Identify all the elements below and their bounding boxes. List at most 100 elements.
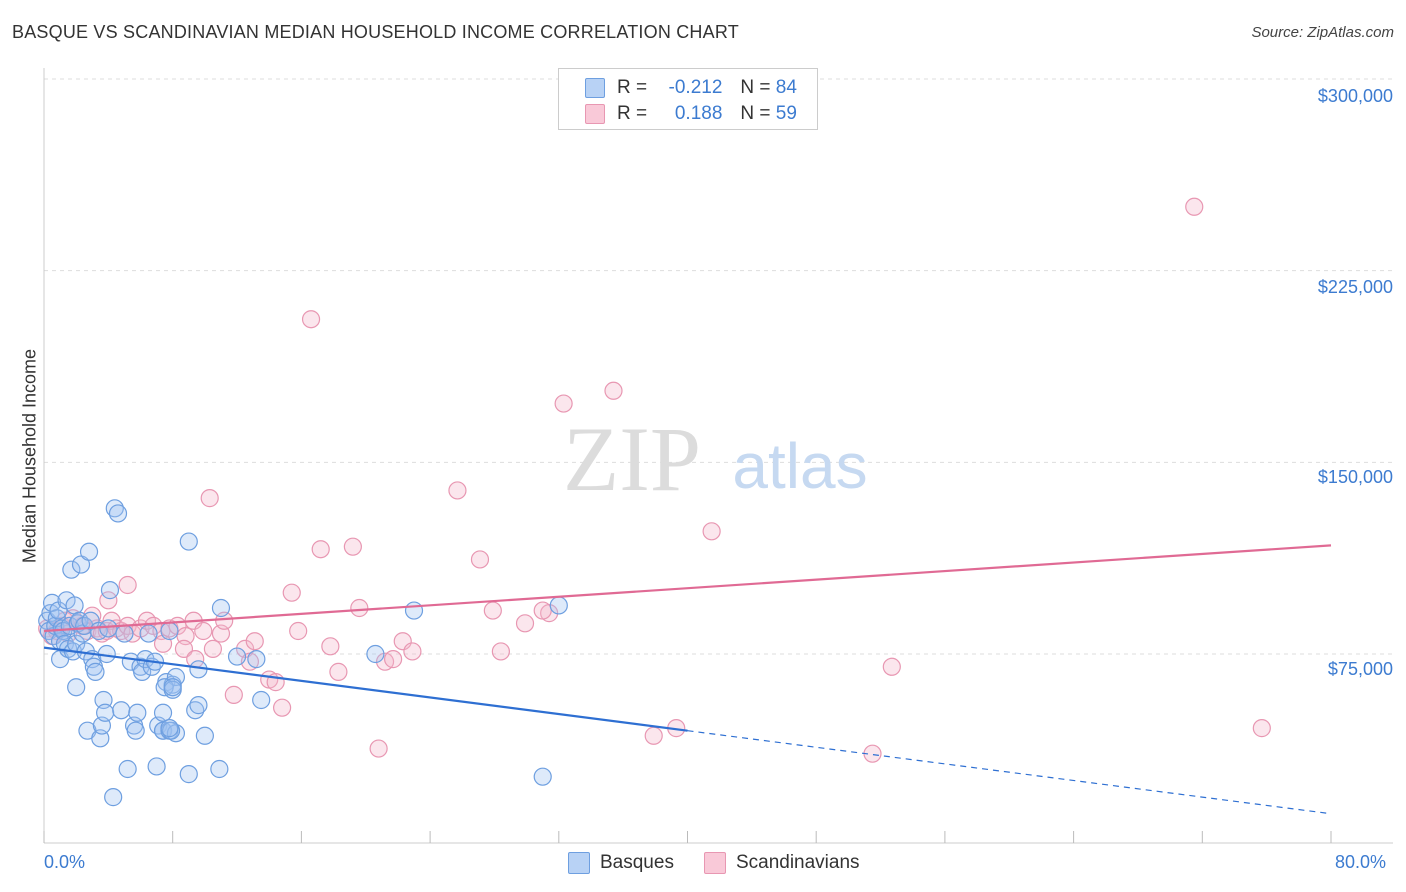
- x-tick-label-min: 0.0%: [44, 852, 86, 872]
- n-value: 84: [775, 77, 797, 98]
- basques-point: [366, 644, 385, 664]
- basques-point: [128, 703, 147, 722]
- scandinavians-point: [533, 601, 552, 620]
- y-tick-label-300000: $300,000: [1317, 86, 1393, 106]
- basques-point: [252, 690, 271, 710]
- basques-swatch: [568, 852, 590, 874]
- scandinavians-point: [224, 685, 243, 704]
- r-label: R =: [617, 77, 648, 98]
- basques-point: [79, 542, 99, 561]
- scandinavians-point: [194, 621, 213, 641]
- basques-trend-line: [43, 646, 688, 732]
- basques-point: [62, 560, 81, 579]
- basques-point: [227, 647, 247, 666]
- legend-label-scandinavians: Scandinavians: [735, 852, 860, 873]
- legend-label-basques: Basques: [600, 852, 674, 873]
- basques-point: [115, 624, 134, 643]
- source-label: Source: ZipAtlas.com: [1251, 24, 1394, 41]
- x-tick-label-max: 80.0%: [1335, 852, 1387, 872]
- scandinavians-point: [245, 632, 264, 651]
- basques-point: [247, 650, 266, 669]
- r-value: -0.212: [668, 77, 723, 98]
- n-label: N =: [740, 77, 771, 98]
- r-label: R =: [617, 103, 648, 124]
- scandinavians-point: [118, 575, 137, 595]
- scandinavians-point: [1185, 197, 1204, 216]
- scandinavians-swatch: [703, 852, 726, 874]
- basques-point: [100, 581, 120, 600]
- basques-point: [533, 767, 552, 786]
- scandinavians-point: [329, 662, 348, 681]
- y-tick-label-75000: $75,000: [1327, 659, 1393, 679]
- scandinavians-points: [38, 197, 1271, 763]
- scandinavians-point: [470, 550, 490, 569]
- basques-point: [186, 701, 205, 720]
- basques-point: [211, 598, 231, 618]
- correlation-legend: R = -0.212 N = 84 R = 0.188 N = 59: [558, 68, 818, 130]
- basques-point: [99, 619, 118, 638]
- legend-item-basques[interactable]: Basques: [568, 852, 674, 874]
- basques-point: [65, 596, 84, 615]
- scandinavians-point: [491, 642, 510, 661]
- legend-row-basques: R = -0.212 N = 84: [585, 75, 797, 101]
- basques-point: [163, 678, 182, 697]
- basques-point: [549, 596, 568, 615]
- watermark-atlas: atlas: [732, 430, 867, 502]
- scandinavians-point: [200, 489, 219, 508]
- scandinavians-point: [882, 657, 901, 676]
- basques-point: [147, 757, 166, 776]
- basques-swatch: [585, 78, 605, 98]
- r-value: 0.188: [674, 103, 723, 124]
- scandinavians-point: [350, 598, 369, 618]
- scandinavians-point: [644, 726, 663, 745]
- basques-points: [38, 499, 568, 807]
- basques-point: [179, 765, 198, 784]
- scandinavians-point: [272, 698, 292, 717]
- basques-point: [112, 701, 131, 720]
- legend-item-scandinavians[interactable]: Scandinavians: [703, 852, 860, 874]
- basques-point: [189, 696, 208, 715]
- axes: [43, 68, 1393, 844]
- scandinavians-trend-line: [43, 544, 1332, 633]
- n-label: N =: [740, 103, 771, 124]
- scandinavians-point: [448, 481, 467, 500]
- basques-point: [179, 532, 198, 551]
- basques-point: [104, 788, 123, 807]
- basques-point: [86, 662, 105, 681]
- scandinavians-point: [203, 639, 223, 658]
- scandinavians-point: [554, 394, 573, 413]
- basques-point: [160, 719, 179, 738]
- scandinavians-point: [702, 522, 721, 541]
- scandinavians-point: [301, 310, 321, 329]
- scandinavians-point: [289, 621, 308, 641]
- scandinavians-point: [174, 639, 194, 658]
- basques-point: [210, 759, 229, 779]
- scandinavians-point: [321, 637, 340, 656]
- y-tick-label-150000: $150,000: [1317, 467, 1393, 487]
- scandinavians-point: [1252, 719, 1271, 738]
- basques-point: [67, 678, 86, 697]
- basques-point: [96, 703, 115, 722]
- series-legend: Basques Scandinavians: [568, 852, 890, 874]
- grid-lines: [44, 78, 1393, 655]
- legend-row-scandinavians: R = 0.188 N = 59: [585, 101, 797, 127]
- trend-lines: [43, 544, 1332, 815]
- basques-point: [105, 499, 124, 518]
- n-value: 59: [775, 103, 797, 124]
- scandinavians-point: [343, 537, 362, 556]
- scandinavians-point: [282, 583, 301, 602]
- basques-point: [139, 624, 158, 643]
- basques-point: [160, 621, 179, 641]
- scandinavians-point: [403, 642, 422, 661]
- scandinavians-point: [369, 739, 388, 758]
- basques-point: [118, 759, 137, 779]
- basques-point: [195, 726, 214, 745]
- basques-point: [108, 504, 128, 523]
- watermark-zip: ZIP: [563, 408, 701, 510]
- scandinavians-point: [311, 540, 330, 559]
- basques-point: [71, 555, 91, 574]
- y-tick-label-225000: $225,000: [1317, 277, 1393, 297]
- basques-point: [404, 601, 424, 620]
- scandinavians-point: [483, 601, 502, 620]
